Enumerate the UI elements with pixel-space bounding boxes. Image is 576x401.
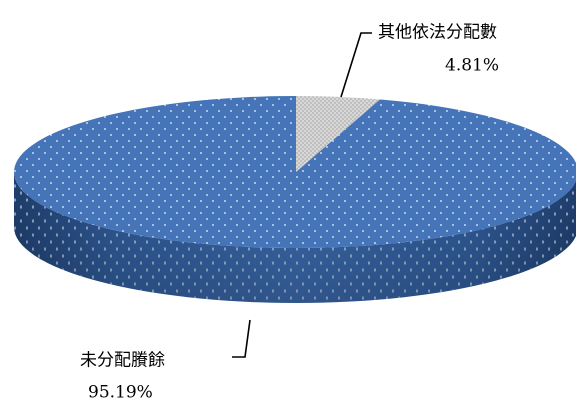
slice-value-2: 95.19% (88, 383, 153, 401)
slice-value-1: 4.81% (445, 56, 499, 76)
pie-side-wall (14, 172, 576, 303)
pie-slice-1 (296, 95, 380, 172)
leader-line-1 (340, 32, 372, 98)
slice-label-1: 其他依法分配數 (378, 23, 497, 43)
pie-top-face (14, 95, 576, 248)
leader-line-2 (232, 319, 251, 358)
pie-slice-2 (14, 96, 576, 248)
pie-labels: 其他依法分配數 4.81% 未分配賸餘 95.19% (80, 23, 499, 401)
slice-label-2: 未分配賸餘 (80, 351, 165, 371)
pie-side-shadow (14, 172, 576, 303)
